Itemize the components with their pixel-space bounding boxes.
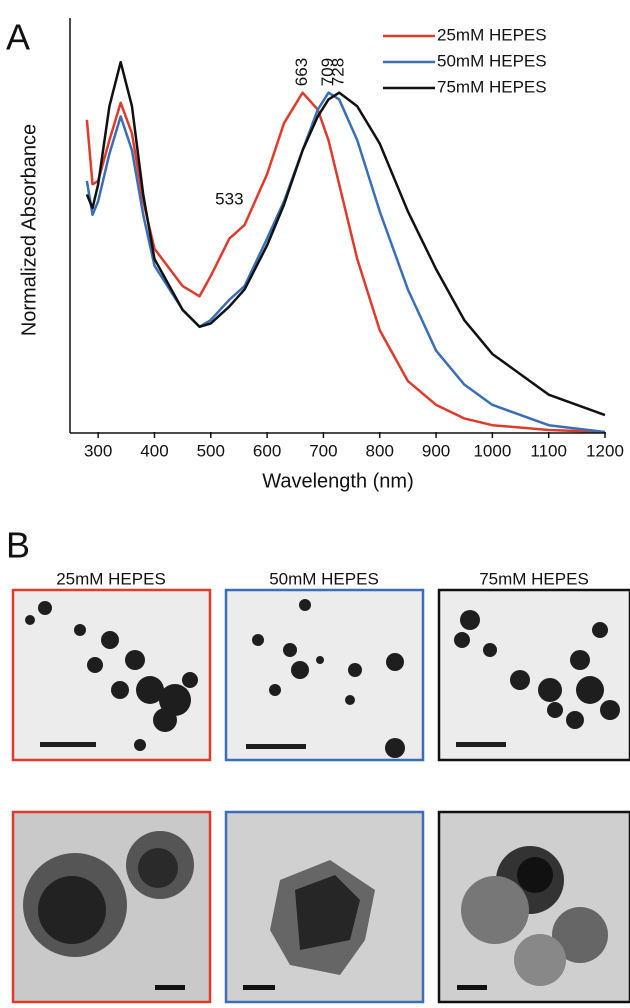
annotation: 533 (215, 189, 243, 208)
x-tick-label: 700 (309, 441, 337, 460)
micrograph-frame (224, 588, 425, 762)
series-line (85, 60, 606, 417)
y-axis-title: Normalized Absorbance (18, 124, 40, 336)
x-tick-label: 600 (253, 441, 281, 460)
annotation: 663 (292, 58, 311, 86)
x-tick-label: 400 (140, 441, 168, 460)
lines (85, 60, 606, 433)
micrograph-frame (437, 810, 630, 1004)
particles (454, 610, 620, 747)
series-line (85, 91, 606, 433)
x-tick-label: 1000 (473, 441, 511, 460)
x-tick-label: 500 (197, 441, 225, 460)
micrograph-frame (11, 588, 212, 762)
micrograph-title: 50mM HEPES (269, 569, 379, 588)
particles (23, 831, 194, 990)
x-tick-label: 900 (422, 441, 450, 460)
particles (246, 599, 405, 758)
series-line (85, 91, 606, 433)
particles (243, 860, 375, 990)
legend-label: 25mM HEPES (437, 25, 547, 44)
legend-label: 50mM HEPES (437, 51, 547, 70)
x-tick-label: 1100 (530, 441, 567, 460)
legend-label: 75mM HEPES (437, 77, 547, 96)
micrograph-frame (437, 588, 630, 762)
micrograph-title: 25mM HEPES (56, 569, 166, 588)
annotation: 728 (329, 58, 348, 86)
micrograph-frame (11, 810, 212, 1004)
particles (457, 846, 608, 990)
panel-label: B (6, 525, 30, 566)
micrograph-frame (224, 810, 425, 1004)
annotation: 709 (318, 58, 337, 86)
micrograph (226, 590, 423, 760)
particles (25, 601, 198, 751)
plot (85, 60, 606, 433)
x-tick-label: 800 (366, 441, 394, 460)
x-tick-label: 300 (84, 441, 112, 460)
panel-label: A (6, 17, 30, 58)
micrograph (13, 590, 210, 760)
x-axis-title: Wavelength (nm) (262, 470, 414, 492)
x-tick-label: 1200 (586, 441, 624, 460)
micrograph-title: 75mM HEPES (479, 569, 589, 588)
micrographs (11, 588, 630, 1004)
